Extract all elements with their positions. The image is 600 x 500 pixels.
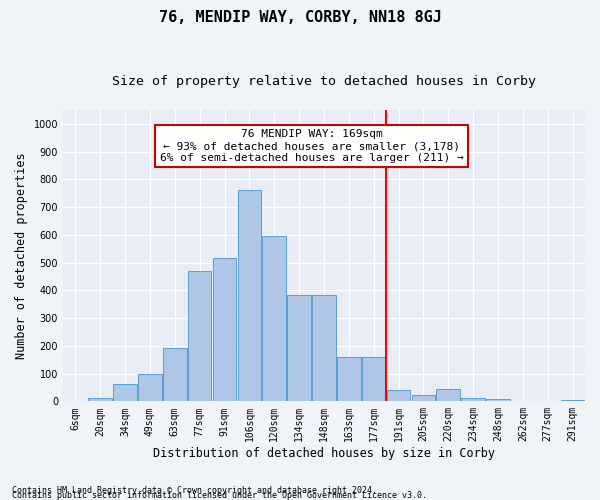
Bar xyxy=(287,295,311,402)
Bar xyxy=(163,348,187,402)
Text: Contains HM Land Registry data © Crown copyright and database right 2024.: Contains HM Land Registry data © Crown c… xyxy=(12,486,377,495)
Bar xyxy=(511,401,535,402)
Text: Contains public sector information licensed under the Open Government Licence v3: Contains public sector information licen… xyxy=(12,491,427,500)
Bar xyxy=(412,395,435,402)
Title: Size of property relative to detached houses in Corby: Size of property relative to detached ho… xyxy=(112,75,536,88)
Bar xyxy=(561,400,584,402)
Bar xyxy=(88,398,112,402)
Bar xyxy=(461,398,485,402)
Bar xyxy=(362,357,385,402)
Text: 76 MENDIP WAY: 169sqm
← 93% of detached houses are smaller (3,178)
6% of semi-de: 76 MENDIP WAY: 169sqm ← 93% of detached … xyxy=(160,130,463,162)
Bar xyxy=(536,401,560,402)
Bar xyxy=(138,374,162,402)
Bar xyxy=(312,295,336,402)
Bar xyxy=(436,390,460,402)
Bar xyxy=(113,384,137,402)
Bar xyxy=(262,236,286,402)
Bar xyxy=(213,258,236,402)
X-axis label: Distribution of detached houses by size in Corby: Distribution of detached houses by size … xyxy=(153,447,495,460)
Y-axis label: Number of detached properties: Number of detached properties xyxy=(15,152,28,359)
Bar xyxy=(486,400,510,402)
Bar xyxy=(238,190,261,402)
Bar xyxy=(188,271,211,402)
Text: 76, MENDIP WAY, CORBY, NN18 8GJ: 76, MENDIP WAY, CORBY, NN18 8GJ xyxy=(158,10,442,25)
Bar xyxy=(387,390,410,402)
Bar xyxy=(337,357,361,402)
